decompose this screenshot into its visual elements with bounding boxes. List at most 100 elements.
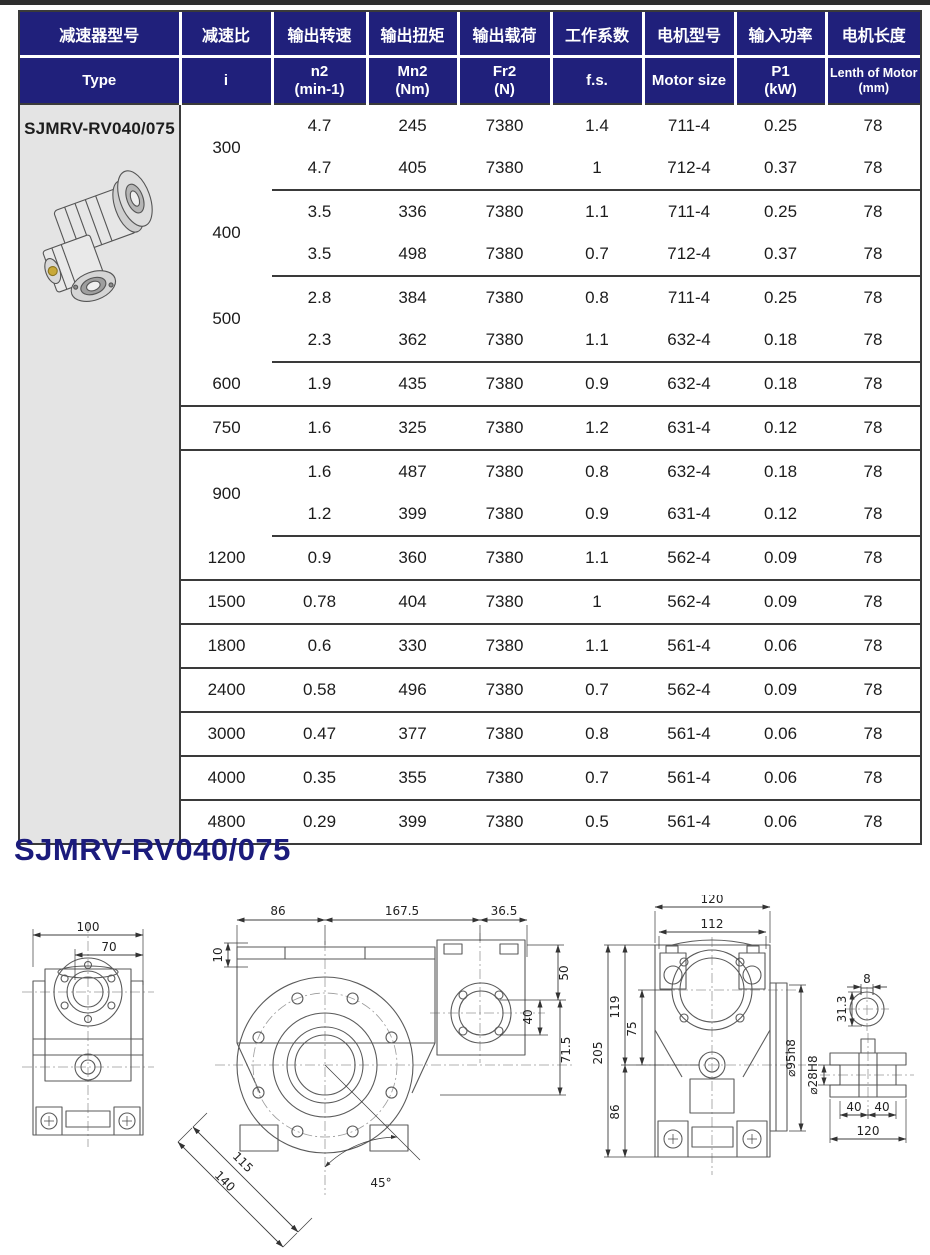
ratio-cell: 300 [212,137,241,157]
value-cell-mn2: 245 [398,116,427,135]
value-cell-mn2: 435 [367,362,458,407]
value-cell-fs: 1.1 [551,624,643,669]
value-cell-fs: 0.5 [585,812,609,831]
value-cell-mn2: 399 [398,812,427,831]
dim-label: 100 [77,920,100,934]
value-cell-fs: 1.2 [551,406,643,451]
drawing-output-shaft-section: ⌀28H8 40 40 120 [806,1033,914,1143]
header-en-line1: n2 [310,62,329,80]
value-cell-len: 78 [826,493,920,537]
value-cell-n2: 2.3 [272,319,367,363]
ratio-cell: 4000 [180,756,272,801]
value-cell-n2: 1.6 [272,406,367,451]
value-cell-mn2: 362 [367,319,458,363]
value-cell-len: 78 [826,712,920,757]
header-en-line1: i [223,71,229,89]
spec-table-wrap: 减速器型号 减速比 输出转速 输出扭矩 输出载荷 工作系数 电机型号 输入功率 … [18,10,922,845]
header-row-cn: 减速器型号 减速比 输出转速 输出扭矩 输出载荷 工作系数 电机型号 输入功率 … [20,12,920,58]
table-row: 3000 0.47 377 7380 0.8 561-4 0.06 78 [20,712,920,757]
header-en-line1: Motor size [651,71,727,89]
value-cell-n2: 3.5 [307,202,332,221]
dim-label: 40 [874,1100,889,1114]
value-cell-fr2: 7380 [458,624,551,669]
value-cell-motor: 561-4 [643,712,735,757]
value-cell-motor: 562-4 [643,580,735,625]
value-cell-fs: 1.1 [585,202,609,221]
value-cell-len: 78 [826,406,920,451]
header-en-line1: Type [82,71,117,89]
value-cell-mn2: 355 [367,756,458,801]
value-cell-fr2: 7380 [458,756,551,801]
value-cell-n2: 3.5 [272,233,367,277]
header-en-speed: n2 (min-1) [272,56,369,105]
drawing-front-view-large: 120 112 205 119 75 86 ⌀95h8 [591,895,806,1175]
drawing-shaft-key-detail: 8 31.3 [835,972,889,1031]
value-cell-fr2: 7380 [458,493,551,537]
value-cell-fs: 1 [551,147,643,191]
value-cell-len: 78 [826,362,920,407]
ratio-cell: 1500 [180,580,272,625]
table-row: 4.7 405 7380 1 712-4 0.37 78 [20,147,920,191]
ratio-cell: 500 [212,309,241,328]
value-cell-len: 78 [826,756,920,801]
drawing-side-view: 86 167.5 36.5 10 50 40 71.5 115 140 45° [177,904,575,1248]
value-cell-n2: 1.9 [272,362,367,407]
table-row: 1200 0.9 360 7380 1.1 562-4 0.09 78 [20,536,920,581]
value-cell-motor: 632-4 [643,319,735,363]
value-cell-p1: 0.18 [735,319,826,363]
value-cell-n2: 0.78 [272,580,367,625]
ratio-cell: 1800 [180,624,272,669]
dim-label: 115 [230,1149,256,1175]
table-row: 500 2.8 384 7380 0.8 711-4 0.25 78 [20,276,920,328]
table-row: 1800 0.6 330 7380 1.1 561-4 0.06 78 [20,624,920,669]
value-cell-n2: 0.29 [302,812,337,831]
value-cell-fs: 0.9 [551,493,643,537]
table-row: 4000 0.35 355 7380 0.7 561-4 0.06 78 [20,756,920,801]
table-body: SJMRV-RV040/075 300 4.7 245 7380 1.4 711-4 0 [20,104,920,843]
header-en-line2: (Nm) [395,80,430,98]
value-cell-motor: 711-4 [667,288,711,307]
header-row-en: Type i n2 (min-1) Mn2 (Nm) Fr2 (N) f.s. Mot… [20,56,920,105]
value-cell-motor: 632-4 [643,362,735,407]
value-cell-len: 78 [826,536,920,581]
dim-label: 86 [270,904,285,918]
value-cell-n2: 0.47 [272,712,367,757]
value-cell-p1: 0.06 [735,756,826,801]
value-cell-n2: 2.8 [307,288,332,307]
table-row: 1.2 399 7380 0.9 631-4 0.12 78 [20,493,920,537]
value-cell-len: 78 [826,319,920,363]
ratio-cell: 1200 [180,536,272,581]
value-cell-fr2: 7380 [458,668,551,713]
value-cell-fr2: 7380 [458,712,551,757]
value-cell-p1: 0.25 [763,288,798,307]
header-cn-power: 输入功率 [735,12,828,58]
drawing-front-view-small: 100 70 [22,920,154,1147]
ratio-cell: 3000 [180,712,272,757]
dim-label: 120 [857,1124,880,1138]
header-en-line2: (kW) [764,80,797,98]
value-cell-p1: 0.25 [763,116,798,135]
value-cell-p1: 0.09 [735,668,826,713]
value-cell-n2: 1.6 [307,462,332,481]
table-row: 900 1.6 487 7380 0.8 632-4 0.18 78 [20,450,920,503]
dim-label: 8 [863,972,871,986]
value-cell-n2: 4.7 [272,147,367,191]
value-cell-fr2: 7380 [458,536,551,581]
dim-label: 86 [608,1104,622,1119]
value-cell-p1: 0.06 [763,812,798,831]
value-cell-mn2: 330 [367,624,458,669]
value-cell-mn2: 404 [367,580,458,625]
value-cell-len: 78 [826,233,920,277]
value-cell-motor: 631-4 [643,493,735,537]
value-cell-fr2: 7380 [458,147,551,191]
dim-label: 75 [625,1021,639,1036]
dim-label: 31.3 [835,996,849,1023]
value-cell-p1: 0.09 [735,580,826,625]
section-title: SJMRV-RV040/075 [14,832,291,867]
value-cell-motor: 562-4 [643,536,735,581]
value-cell-p1: 0.12 [735,406,826,451]
value-cell-p1: 0.37 [735,147,826,191]
value-cell-fr2: 7380 [458,406,551,451]
header-en-motor-size: Motor size [643,56,737,105]
value-cell-mn2: 377 [367,712,458,757]
